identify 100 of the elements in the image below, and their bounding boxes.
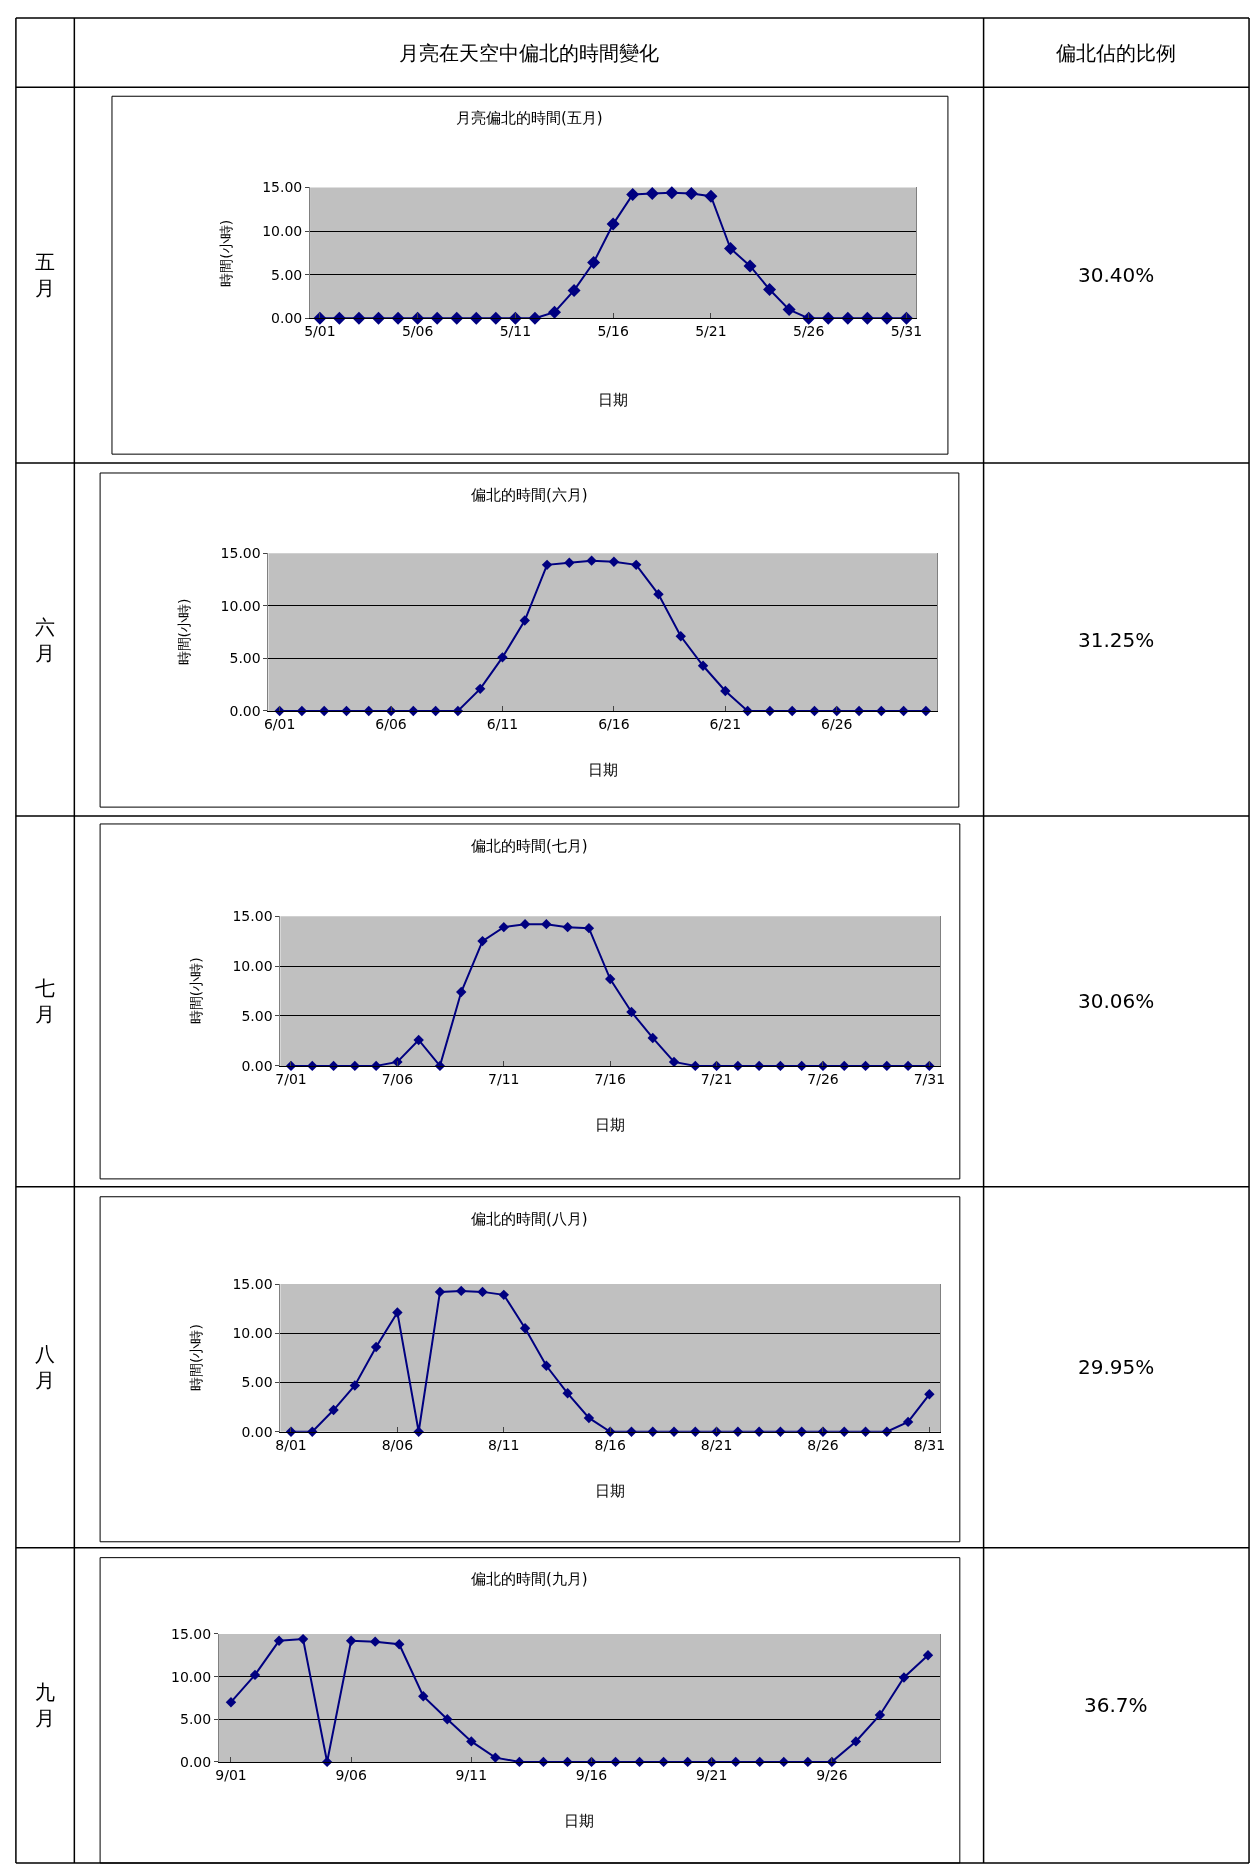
x-tick-label: 8/21 [700,1436,733,1453]
point [477,1286,488,1298]
text: 六月 [35,615,55,665]
point [328,1404,339,1416]
x-axis-title: 日期 [564,1812,594,1830]
y-axis-title: 時間(小時) [188,1324,205,1392]
point [369,1636,381,1647]
point [653,589,664,600]
y-tick-label: 15.00 [220,545,261,562]
x-tick-label: 8/16 [594,1436,626,1453]
x-tick-label: 7/31 [913,1070,946,1087]
x-tick-label: 8/06 [381,1436,414,1453]
text: 29.95% [1078,1355,1155,1379]
x-tick-label: 9/16 [575,1766,608,1783]
point [626,1006,637,1018]
x-tick-label: 6/06 [375,715,407,732]
text: 八月 [35,1342,55,1392]
chart-title: 偏北的時間(八月) [471,1210,588,1228]
x-tick-label: 9/01 [215,1766,247,1783]
x-tick-label: 8/31 [913,1436,946,1453]
x-tick-label: 9/11 [455,1766,488,1783]
point [720,685,731,697]
point [850,1736,862,1747]
y-tick-label: 5.00 [271,266,303,283]
point [723,242,737,256]
x-tick-label: 7/21 [700,1070,733,1087]
x-tick-label: 5/01 [304,323,336,340]
point [647,1032,658,1044]
chart-title: 偏北的時間(九月) [471,1570,588,1588]
x-tick-label: 5/26 [792,323,825,340]
x-tick-label: 7/06 [381,1070,414,1087]
point [922,1650,934,1661]
x-tick-label: 6/26 [821,715,853,732]
point [490,1752,501,1763]
point [519,918,531,930]
point [541,559,553,571]
point [474,683,486,695]
chart-title: 月亮偏北的時間(五月) [456,109,603,127]
text: 七月 [35,976,55,1026]
point [675,631,686,642]
x-tick-label: 6/21 [709,715,742,732]
point [645,187,659,201]
point [630,559,642,571]
y-tick-label: 10.00 [232,1325,273,1342]
text: 30.40% [1078,263,1155,287]
y-tick-label: 10.00 [262,222,303,239]
point [547,305,561,319]
text: 九月 [35,1680,55,1730]
x-tick-label: 9/21 [695,1766,728,1783]
point [498,921,509,933]
point [498,1289,509,1301]
y-tick-label: 5.00 [241,1007,273,1024]
text: 偏北佔的比例 [1056,41,1176,65]
point [604,973,616,985]
x-tick-label: 6/01 [263,715,296,732]
x-tick-label: 6/16 [598,715,630,732]
point [541,918,552,930]
y-tick-label: 10.00 [171,1668,212,1685]
x-axis-title: 日期 [588,761,618,779]
x-axis-title: 日期 [595,1116,625,1134]
point [413,1034,424,1046]
point [567,283,581,297]
point [541,1360,552,1371]
y-tick-label: 0.00 [229,702,261,719]
point [392,1307,403,1318]
x-tick-label: 5/16 [597,323,629,340]
point [370,1341,382,1353]
point [519,615,530,626]
y-tick-label: 15.00 [262,179,303,196]
x-tick-label: 5/21 [695,323,727,340]
y-tick-label: 10.00 [220,597,261,614]
y-tick-label: 5.00 [179,1711,212,1728]
y-tick-label: 10.00 [232,957,273,974]
point [583,1412,595,1424]
point [456,986,467,998]
point [583,922,595,934]
x-tick-label: 9/26 [816,1766,848,1783]
x-axis-title: 日期 [595,1482,625,1500]
point [684,187,698,201]
y-tick-label: 15.00 [232,908,273,925]
point [924,1389,935,1400]
point [434,1060,446,1072]
x-tick-label: 5/06 [401,323,434,340]
point [564,557,575,568]
chart-title: 偏北的時間(七月) [471,837,588,855]
y-tick-label: 0.00 [179,1753,212,1770]
point [466,1736,477,1747]
y-tick-label: 15.00 [232,1275,273,1292]
point [608,556,620,567]
y-tick-label: 15.00 [171,1625,212,1642]
y-axis-title: 時間(小時) [188,957,205,1025]
x-tick-label: 5/11 [499,323,532,340]
x-tick-label: 8/26 [807,1436,839,1453]
text: 月亮在天空中偏北的時間變化 [399,41,659,65]
y-tick-label: 0.00 [241,1423,273,1440]
point [665,186,679,200]
y-tick-label: 0.00 [271,310,303,327]
point [704,189,718,203]
y-tick-label: 0.00 [241,1057,273,1074]
point [394,1639,405,1650]
